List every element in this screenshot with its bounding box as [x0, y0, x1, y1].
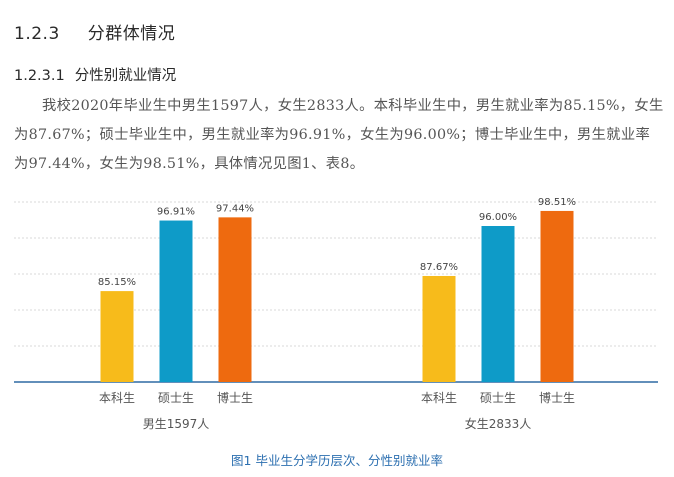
section-number: 1.2.3	[14, 24, 60, 44]
bar	[218, 217, 252, 382]
bar	[481, 226, 515, 382]
body-paragraph: 我校2020年毕业生中男生1597人，女生2833人。本科毕业生中，男生就业率为…	[14, 98, 664, 172]
bar	[540, 210, 574, 382]
category-label: 本科生	[99, 391, 135, 405]
bar-value-label: 97.44%	[216, 203, 254, 214]
category-label: 博士生	[217, 390, 253, 405]
bar	[100, 291, 134, 382]
bar-value-label: 85.15%	[98, 277, 136, 288]
category-label: 本科生	[421, 391, 457, 405]
bar	[159, 220, 193, 382]
group-label: 女生2833人	[465, 416, 532, 431]
bar	[422, 275, 456, 382]
bar-value-label: 98.51%	[538, 197, 576, 208]
category-label: 博士生	[539, 390, 575, 405]
group-label: 男生1597人	[143, 417, 210, 431]
subsection-number: 1.2.3.1	[14, 68, 65, 84]
category-label: 硕士生	[480, 391, 516, 405]
subsection-heading: 1.2.3.1 分性别就业情况	[14, 64, 176, 85]
subsection-title: 分性别就业情况	[74, 68, 177, 84]
category-label: 硕士生	[158, 391, 194, 405]
figure-caption: 图1 毕业生分学历层次、分性别就业率	[231, 453, 443, 468]
section-title: 分群体情况	[87, 24, 176, 44]
section-heading: 1.2.3 分群体情况	[14, 19, 175, 44]
bar-value-label: 96.00%	[479, 212, 517, 223]
bar-value-label: 87.67%	[420, 262, 458, 273]
bar-value-label: 96.91%	[157, 207, 195, 218]
